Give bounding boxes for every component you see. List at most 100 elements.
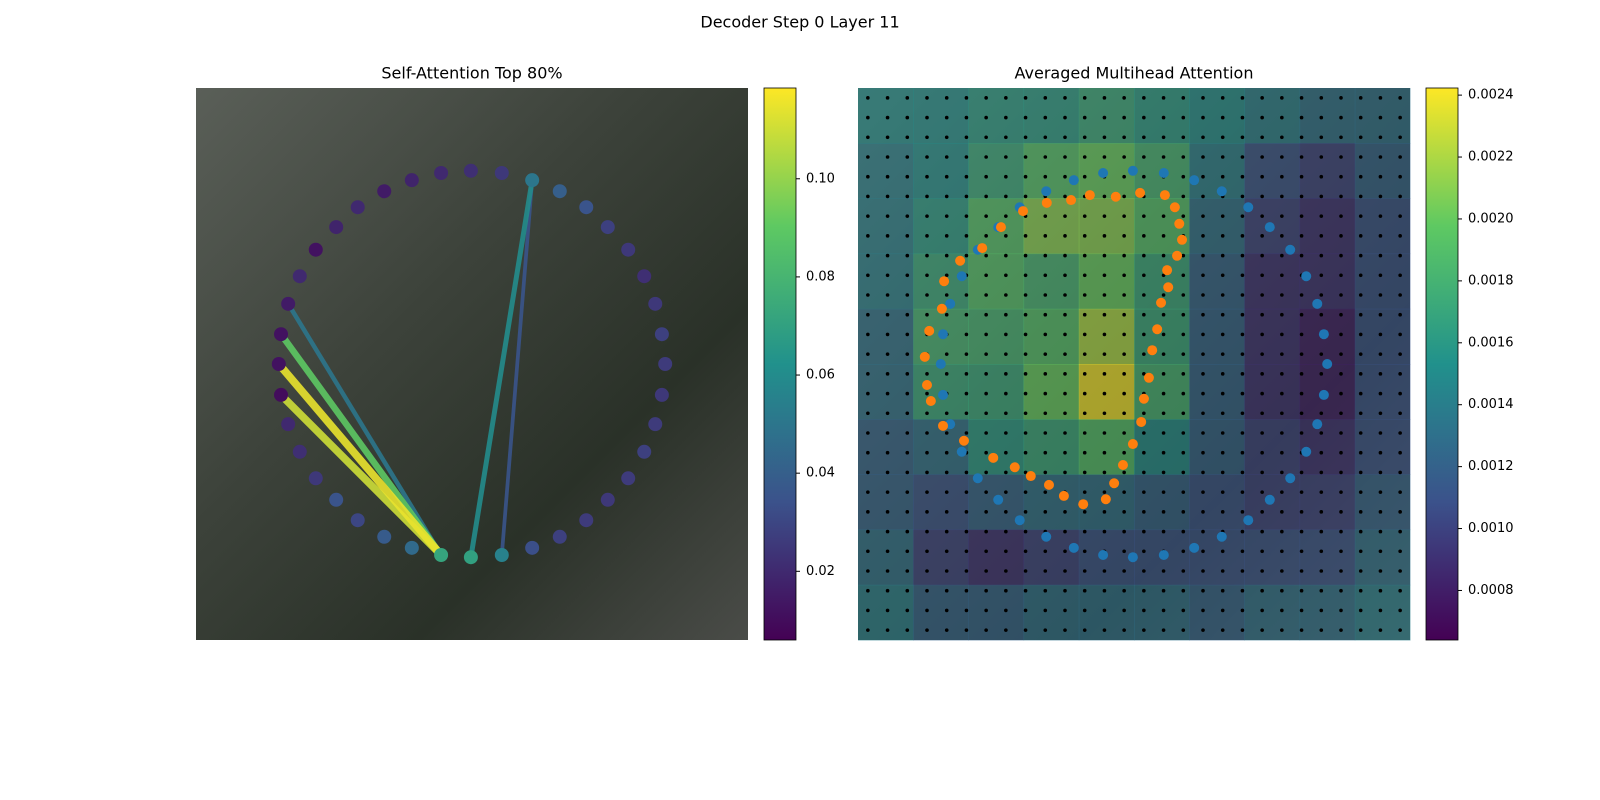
vertex: [494, 166, 509, 181]
colorbar-tick-label: 0.0020: [1468, 211, 1514, 226]
grid-dot: [1280, 470, 1284, 475]
grid-dot: [1339, 431, 1343, 435]
grid-dot: [1398, 510, 1402, 514]
grid-dot: [1004, 549, 1008, 554]
grid-dot: [1220, 628, 1225, 632]
grid-dot: [944, 96, 949, 100]
grid-dot: [1240, 391, 1245, 396]
vertex: [1084, 190, 1095, 201]
heatmap-cell: [968, 364, 1025, 420]
vertex: [1014, 515, 1025, 526]
vertex: [648, 417, 663, 432]
heatmap-cell: [1299, 529, 1356, 586]
grid-dot: [1102, 155, 1107, 159]
grid-dot: [1181, 253, 1186, 258]
grid-dot: [1398, 411, 1402, 416]
grid-dot: [984, 628, 988, 632]
grid-dot: [925, 529, 929, 534]
vertex: [274, 387, 289, 402]
grid-dot: [1260, 174, 1264, 179]
vertex: [579, 200, 594, 215]
grid-dot: [1260, 155, 1264, 159]
grid-dot: [1102, 391, 1107, 396]
grid-dot: [1398, 312, 1402, 317]
grid-dot: [1102, 411, 1107, 416]
heatmap-cell: [1189, 584, 1245, 641]
grid-dot: [905, 273, 910, 278]
grid-dot: [1220, 470, 1225, 475]
grid-dot: [1358, 96, 1363, 100]
grid-dot: [1319, 569, 1324, 573]
grid-dot: [1063, 411, 1067, 416]
grid-dot: [1398, 155, 1402, 159]
grid-dot: [944, 588, 949, 593]
grid-dot: [905, 470, 910, 475]
grid-dot: [1339, 96, 1343, 100]
grid-dot: [1299, 293, 1304, 297]
grid-dot: [1102, 253, 1107, 258]
grid-dot: [1004, 194, 1008, 199]
grid-dot: [885, 411, 890, 416]
grid-dot: [1063, 312, 1067, 317]
heatmap-cell: [1354, 474, 1411, 531]
heatmap-cell: [1189, 364, 1245, 420]
vertex: [1058, 490, 1069, 501]
grid-dot: [1201, 372, 1205, 376]
grid-dot: [1181, 588, 1186, 593]
grid-dot: [1142, 96, 1146, 100]
grid-dot: [1023, 352, 1028, 356]
grid-dot: [1398, 372, 1402, 376]
grid-dot: [905, 214, 910, 218]
vertex: [1318, 329, 1329, 340]
grid-dot: [866, 450, 870, 455]
grid-dot: [1378, 96, 1383, 100]
grid-dot: [925, 253, 929, 258]
grid-dot: [1181, 273, 1186, 278]
grid-dot: [1004, 155, 1008, 159]
grid-dot: [1280, 431, 1284, 435]
grid-dot: [1339, 391, 1343, 396]
heatmap-cell: [1244, 419, 1301, 475]
grid-dot: [1260, 588, 1264, 593]
vertex: [281, 417, 296, 432]
grid-dot: [1299, 431, 1304, 435]
grid-dot: [1181, 96, 1186, 100]
grid-dot: [885, 194, 890, 199]
grid-dot: [984, 253, 988, 258]
vertex: [1158, 168, 1169, 179]
grid-dot: [866, 569, 870, 573]
heatmap-cell: [1189, 474, 1245, 531]
grid-dot: [925, 273, 929, 278]
grid-dot: [1398, 194, 1402, 199]
grid-dot: [1043, 174, 1048, 179]
grid-dot: [1142, 510, 1146, 514]
grid-dot: [1260, 115, 1264, 120]
grid-dot: [1102, 96, 1107, 100]
grid-dot: [944, 293, 949, 297]
grid-dot: [1398, 588, 1402, 593]
vertex: [377, 184, 392, 199]
grid-dot: [885, 529, 890, 534]
grid-dot: [984, 510, 988, 514]
grid-dot: [1319, 273, 1324, 278]
grid-dot: [1299, 391, 1304, 396]
grid-dot: [1220, 391, 1225, 396]
grid-dot: [1378, 470, 1383, 475]
grid-dot: [1023, 273, 1028, 278]
grid-dot: [964, 352, 969, 356]
grid-dot: [984, 234, 988, 238]
grid-dot: [925, 549, 929, 554]
grid-dot: [925, 470, 929, 475]
vertex: [329, 220, 344, 235]
heatmap-cell: [1244, 88, 1301, 144]
grid-dot: [984, 332, 988, 337]
grid-dot: [1201, 253, 1205, 258]
heatmap-cell: [1078, 253, 1135, 310]
vertex: [525, 173, 540, 188]
grid-dot: [1102, 214, 1107, 218]
heatmap-cell: [1244, 308, 1301, 365]
grid-dot: [1063, 96, 1067, 100]
heatmap-cell: [968, 88, 1025, 144]
vertex: [463, 163, 478, 178]
grid-dot: [1220, 569, 1225, 573]
